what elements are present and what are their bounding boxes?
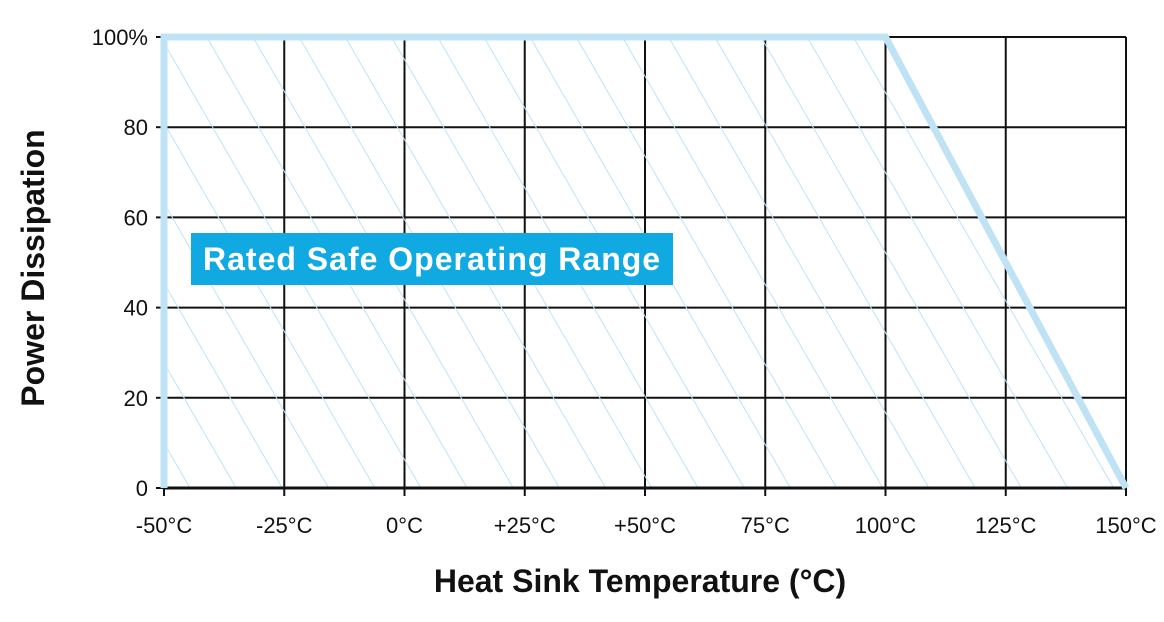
y-axis-title: Power Dissipation bbox=[15, 129, 51, 406]
safe-range-label: Rated Safe Operating Range bbox=[191, 233, 674, 285]
x-tick-label-4: +50°C bbox=[614, 513, 676, 538]
x-tick-label-1: -25°C bbox=[256, 513, 313, 538]
x-tick-label-5: 75°C bbox=[741, 513, 790, 538]
y-tick-label-3: 60 bbox=[124, 205, 148, 230]
x-tick-labels: -50°C -25°C 0°C +25°C +50°C 75°C 100°C 125°C 150… bbox=[136, 513, 1157, 538]
x-tick-label-2: 0°C bbox=[386, 513, 423, 538]
x-tick-label-0: -50°C bbox=[136, 513, 193, 538]
x-tick-label-8: 150°C bbox=[1095, 513, 1157, 538]
x-tick-label-3: +25°C bbox=[494, 513, 556, 538]
derating-curve bbox=[160, 33, 1130, 490]
y-tick-label-5: 100% bbox=[92, 25, 148, 50]
y-tick-labels: 0 20 40 60 80 100% bbox=[92, 25, 148, 501]
x-axis-title: Heat Sink Temperature (°C) bbox=[434, 563, 846, 599]
y-tick-label-1: 20 bbox=[124, 386, 148, 411]
y-tick-label-4: 80 bbox=[124, 115, 148, 140]
x-tick-label-7: 125°C bbox=[975, 513, 1037, 538]
x-tick-label-6: 100°C bbox=[855, 513, 917, 538]
y-tick-label-0: 0 bbox=[136, 476, 148, 501]
y-tick-label-2: 40 bbox=[124, 296, 148, 321]
